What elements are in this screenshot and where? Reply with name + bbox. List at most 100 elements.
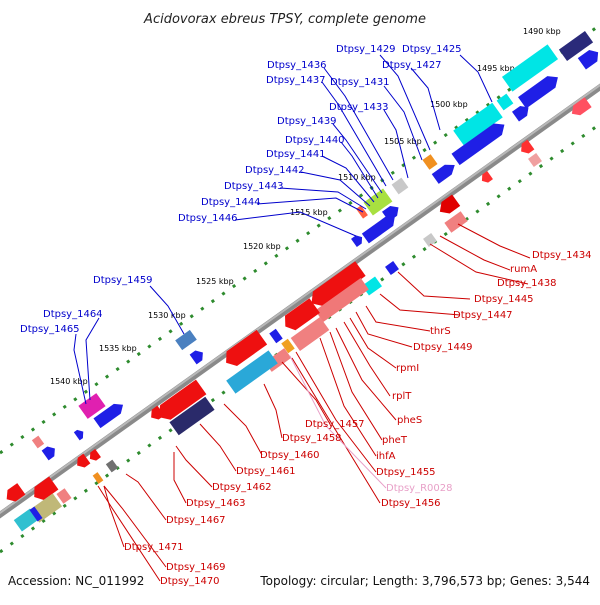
gene-feature[interactable] (189, 348, 207, 365)
gene-label[interactable]: Dtpsy_1442 (245, 165, 305, 176)
gene-feature[interactable] (281, 338, 295, 354)
lower-leader-lines (97, 223, 531, 582)
gene-label[interactable]: Dtpsy_1462 (212, 482, 272, 493)
gene-label[interactable]: pheT (382, 435, 408, 446)
gene-label[interactable]: Dtpsy_1436 (267, 60, 327, 71)
gene-feature[interactable] (154, 379, 207, 425)
gene-feature[interactable] (290, 317, 330, 351)
gene-feature[interactable] (31, 435, 45, 449)
gene-label[interactable]: Dtpsy_1425 (402, 44, 462, 55)
rna-gene-label[interactable]: Dtpsy_R0028 (386, 483, 453, 494)
gene-feature[interactable] (528, 153, 542, 167)
gene-feature[interactable] (92, 472, 104, 484)
gene-feature[interactable] (3, 483, 26, 505)
gene-feature[interactable] (558, 31, 594, 61)
gene-label[interactable]: Dtpsy_1459 (93, 275, 153, 286)
gene-label[interactable]: thrS (430, 326, 451, 337)
gene-label[interactable]: Dtpsy_1434 (532, 250, 592, 261)
gene-feature[interactable] (351, 233, 365, 247)
gene-label[interactable]: rpmI (396, 363, 419, 374)
gene-label[interactable]: Dtpsy_1456 (381, 498, 441, 509)
gene-feature[interactable] (226, 350, 278, 394)
gene-feature[interactable] (13, 508, 39, 532)
gene-feature[interactable] (29, 506, 43, 522)
gene-feature[interactable] (169, 396, 215, 436)
kbp-tick-labels: 1490 kbp 1495 kbp 1500 kbp 1505 kbp 1510… (50, 27, 561, 386)
gene-label[interactable]: Dtpsy_1427 (382, 60, 442, 71)
gene-label[interactable]: Dtpsy_1464 (43, 309, 103, 320)
gene-feature[interactable] (269, 328, 283, 344)
gene-label[interactable]: pheS (397, 415, 422, 426)
gene-label[interactable]: rumA (510, 264, 537, 275)
gene-feature[interactable] (422, 154, 438, 170)
gene-feature[interactable] (501, 44, 559, 92)
gene-feature[interactable] (105, 459, 119, 473)
gene-feature[interactable] (361, 213, 398, 244)
gene-label[interactable]: Dtpsy_1457 (305, 419, 365, 430)
gene-feature[interactable] (444, 211, 468, 233)
gene-label[interactable]: Dtpsy_1458 (282, 433, 342, 444)
gene-label[interactable]: Dtpsy_1465 (20, 324, 80, 335)
kbp-tick-label: 1490 kbp (523, 27, 561, 36)
gene-feature[interactable] (73, 428, 86, 441)
gene-feature[interactable] (391, 177, 409, 195)
gene-feature[interactable] (306, 261, 366, 310)
gene-feature[interactable] (451, 119, 509, 166)
gene-feature[interactable] (362, 276, 382, 296)
gene-feature[interactable] (221, 329, 268, 370)
gene-label[interactable]: Dtpsy_1437 (266, 75, 326, 86)
gene-label[interactable]: Dtpsy_1445 (474, 294, 534, 305)
gene-feature[interactable] (496, 93, 514, 111)
accession-text: Accession: NC_011992 (8, 574, 144, 588)
gene-feature[interactable] (363, 188, 393, 216)
gene-feature[interactable] (385, 261, 399, 275)
gene-feature[interactable] (431, 160, 459, 184)
gene-label[interactable]: Dtpsy_1439 (277, 116, 337, 127)
gene-feature[interactable] (512, 102, 532, 122)
gene-label[interactable]: Dtpsy_1440 (285, 135, 345, 146)
gene-label[interactable]: Dtpsy_1449 (413, 342, 473, 353)
map-title: Acidovorax ebreus TPSY, complete genome (143, 12, 426, 27)
gene-feature[interactable] (93, 400, 126, 429)
gene-feature[interactable] (436, 194, 461, 217)
gene-label[interactable]: Dtpsy_1461 (236, 466, 296, 477)
gene-feature[interactable] (175, 329, 197, 351)
gene-feature[interactable] (30, 476, 59, 504)
gene-label[interactable]: Dtpsy_1433 (329, 102, 389, 113)
gene-label[interactable]: Dtpsy_1470 (160, 576, 220, 587)
gene-feature[interactable] (56, 488, 72, 504)
gene-label[interactable]: Dtpsy_1431 (330, 77, 390, 88)
gene-feature[interactable] (74, 453, 91, 471)
gene-feature[interactable] (518, 72, 562, 109)
gene-label[interactable]: rplT (392, 391, 412, 402)
gene-feature[interactable] (315, 278, 369, 322)
gene-label[interactable]: Dtpsy_1469 (166, 562, 226, 573)
gene-feature[interactable] (148, 405, 165, 423)
gene-label[interactable]: Dtpsy_1446 (178, 213, 238, 224)
gene-feature[interactable] (423, 233, 437, 247)
gene-feature[interactable] (41, 444, 59, 461)
gene-feature[interactable] (518, 139, 535, 157)
gene-feature[interactable] (87, 449, 101, 463)
gene-label[interactable]: ihfA (376, 451, 396, 462)
gene-label[interactable]: Dtpsy_1443 (224, 181, 284, 192)
gene-label[interactable]: Dtpsy_1455 (376, 467, 436, 478)
gene-label[interactable]: Dtpsy_1460 (260, 450, 320, 461)
kbp-tick-label: 1500 kbp (430, 100, 468, 109)
gene-feature[interactable] (78, 393, 106, 419)
gene-label[interactable]: Dtpsy_1463 (186, 498, 246, 509)
gene-label[interactable]: Dtpsy_1444 (201, 197, 261, 208)
gene-label[interactable]: Dtpsy_1447 (453, 310, 513, 321)
lower-gene-labels: Dtpsy_1434 rumA Dtpsy_1438 Dtpsy_1445 Dt… (124, 250, 592, 587)
forward-strand-genes (41, 31, 600, 461)
gene-label[interactable]: Dtpsy_1429 (336, 44, 396, 55)
gene-feature[interactable] (568, 97, 592, 118)
gene-label[interactable]: Dtpsy_1438 (497, 278, 557, 289)
gene-feature[interactable] (577, 46, 600, 70)
gene-label[interactable]: Dtpsy_1441 (266, 149, 326, 160)
gene-feature[interactable] (280, 298, 320, 334)
gene-feature[interactable] (453, 102, 503, 146)
gene-label[interactable]: Dtpsy_1467 (166, 515, 226, 526)
gene-feature[interactable] (479, 171, 493, 185)
gene-label[interactable]: Dtpsy_1471 (124, 542, 184, 553)
